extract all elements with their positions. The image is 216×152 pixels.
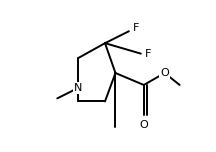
Text: O: O [160,68,169,78]
Text: F: F [145,49,151,59]
Text: O: O [140,120,148,130]
Text: N: N [74,83,82,93]
Text: F: F [133,23,140,33]
